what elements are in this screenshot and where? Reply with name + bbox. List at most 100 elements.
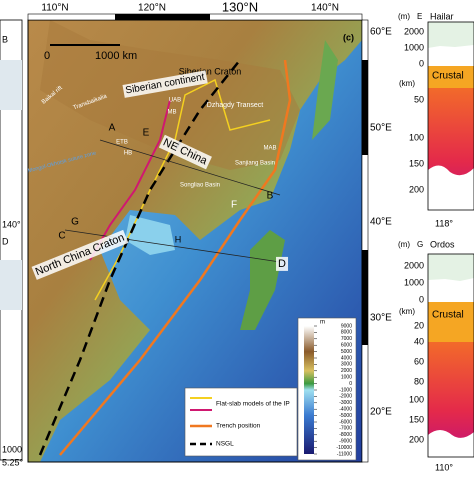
depth-unit: (km) [399,79,415,88]
panel-title: Ordos [430,239,455,249]
map-border [361,19,369,463]
legend-label: NSGL [216,441,234,448]
panel-unit: (m) [398,240,410,249]
depth-tick: 150 [409,158,424,168]
left-label: 5.25° [2,457,24,467]
map-label: G [71,217,79,228]
top-axis-label: 120°N [138,3,166,14]
colorbar-tick-label: 0 [349,381,352,387]
elev-tick: 2000 [404,260,424,270]
left-label: 1000 [2,444,22,454]
label-box [31,229,129,280]
panel-e-crust [428,66,474,88]
colorbar-tick-label: 5000 [341,349,352,355]
map-label: UAB [169,98,181,104]
layer-label: Crustal [432,71,464,82]
colorbar-tick-label: 2000 [341,368,352,374]
map-label: MAB [263,146,276,152]
map-label: ETB [116,140,128,146]
nsgl-line [38,59,241,456]
map-label: F [231,200,237,211]
legend-label: Flat-slab models of the IP [216,401,290,408]
top-axis-label: 110°N [41,3,68,14]
top-axis-label: 140°N [311,3,339,14]
map-label: Songliao Basin [180,183,220,189]
left-label: B [2,34,8,44]
depth-tick: 100 [409,394,424,404]
colorbar-tick-label: -3000 [339,400,352,406]
colorbar-tick-label: -10000 [336,445,352,451]
elev-tick: 1000 [404,277,424,287]
colorbar-tick-label: -8000 [339,432,352,438]
map-island [240,230,285,330]
colorbar-tick-label: -1000 [339,387,352,393]
label-box [158,134,212,170]
depth-tick: 150 [409,414,424,424]
panel-e-base [428,165,474,210]
right-axis-label: 20°E [370,407,392,418]
map-label: Dzhagdy Transect [207,102,263,109]
colorbar-tick-label: 7000 [341,336,352,342]
colorbar-tick-label: 8000 [341,330,352,336]
panel-g-base [428,430,474,457]
map-label: B [267,191,274,202]
map-border-segment [362,250,368,345]
label-box [122,70,208,98]
colorbar-tick-label: -9000 [339,439,352,445]
depth-tick: 60 [414,356,424,366]
trench-line [59,59,292,456]
colorbar-tick-label: -2000 [339,394,352,400]
colorbar-tick-label: -5000 [339,413,352,419]
profile-line [64,229,281,263]
map-label: H [175,234,182,244]
colorbar-tick-label: -6000 [339,419,352,425]
scale-label: 1000 km [95,50,137,62]
panel-label: (c) [343,32,354,42]
left-label: D [2,236,9,246]
map-label: HB [124,151,132,157]
left-label: 140° [2,219,21,229]
right-axis-label: 40°E [370,217,392,228]
map-terrain [40,20,300,170]
colorbar-tick-label: -11000 [337,451,352,457]
legend-label: Trench position [216,423,261,430]
elev-tick: 1000 [404,42,424,52]
colorbar-tick-label: 9000 [341,323,352,329]
panel-g-topo [428,278,474,302]
colorbar-unit: m [320,320,325,326]
x-label: 118° [435,218,453,228]
depth-tick: 200 [409,184,424,194]
colorbar-tick-label: -7000 [339,426,352,432]
colorbar [304,326,314,454]
layer-label: Crustal [432,310,464,321]
map-label: D [278,258,286,270]
depth-tick: 50 [414,94,424,104]
right-axis-label: 60°E [370,27,392,38]
flat-slab-line [89,99,171,261]
colorbar-tick-label: 1000 [341,375,352,381]
x-label: 110° [435,462,453,472]
colorbar-tick-label: 4000 [341,355,352,361]
label-box [276,256,289,271]
scale-label: 0 [44,50,50,62]
map-border-segment [115,14,210,20]
depth-tick: 40 [414,336,424,346]
panel-g-frame [427,253,474,458]
panel-letter: E [417,12,422,21]
map-island [312,40,338,140]
map-label: C [58,231,65,242]
map-label: E [143,128,150,139]
map-label: Siberian Craton [179,66,242,76]
map-label: MB [168,110,177,116]
elev-tick: 0 [419,294,424,304]
right-axis-label: 50°E [370,123,392,134]
profile-line [99,139,281,196]
depth-tick: 20 [414,320,424,330]
panel-e-frame [427,21,474,211]
top-axis-label: 130°N [222,0,258,14]
left-panel-band [0,60,22,110]
elev-tick: 0 [419,58,424,68]
left-panel-frame [0,19,23,461]
depth-tick: 80 [414,376,424,386]
